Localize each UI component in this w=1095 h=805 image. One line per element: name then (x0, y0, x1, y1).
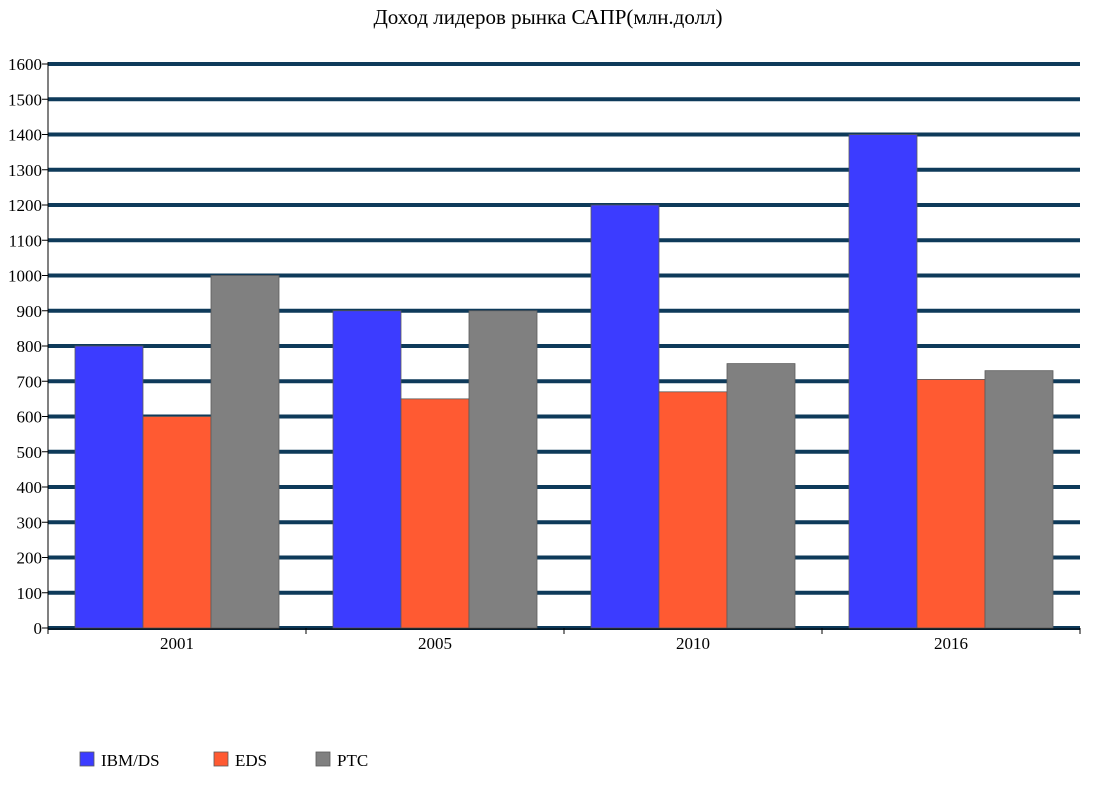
bar-ptc-2010 (726, 363, 796, 629)
y-tick-label: 100 (17, 584, 43, 603)
bar-ptc-2016 (984, 370, 1054, 629)
legend-label: IBM/DS (101, 751, 160, 770)
legend-swatch (79, 751, 95, 767)
y-axis-ticks: 0 100 200 300 400 500 600 700 800 900 1000 1100 1200… (8, 55, 49, 638)
y-tick-label: 400 (17, 478, 43, 497)
y-tick-label: 1100 (9, 231, 42, 250)
bars (74, 134, 1054, 629)
y-tick-label: 1400 (8, 126, 42, 145)
bar-eds-2005 (400, 398, 470, 629)
bar-eds-2010 (658, 391, 728, 629)
y-tick-label: 300 (17, 513, 43, 532)
bar-eds-2016 (916, 379, 986, 629)
bar-ptc-2001 (210, 275, 280, 629)
legend-swatch (213, 751, 229, 767)
y-tick-label: 1600 (8, 55, 42, 74)
y-tick-label: 900 (17, 302, 43, 321)
bar-ptc-2005 (468, 310, 538, 629)
y-tick-label: 1200 (8, 196, 42, 215)
legend-item: EDS (213, 751, 267, 770)
chart-title: Доход лидеров рынка САПР(млн.долл) (373, 5, 722, 29)
x-tick-label: 2001 (160, 634, 194, 653)
y-tick-label: 500 (17, 443, 43, 462)
legend-label: PTC (337, 751, 368, 770)
y-tick-label: 200 (17, 549, 43, 568)
x-tick-label: 2010 (676, 634, 710, 653)
legend-item: PTC (315, 751, 368, 770)
x-tick-label: 2016 (934, 634, 968, 653)
y-tick-label: 1000 (8, 267, 42, 286)
y-tick-label: 1500 (8, 90, 42, 109)
bar-ibm-ds-2005 (332, 310, 402, 629)
legend: IBM/DS EDS PTC (79, 751, 368, 770)
y-tick-label: 600 (17, 408, 43, 427)
y-tick-label: 700 (17, 372, 43, 391)
legend-item: IBM/DS (79, 751, 160, 770)
bar-ibm-ds-2010 (590, 204, 660, 629)
x-axis-ticks: 2001 2005 2010 2016 (47, 628, 1081, 653)
bar-ibm-ds-2016 (848, 134, 918, 629)
x-tick-label: 2005 (418, 634, 452, 653)
y-tick-label: 1300 (8, 161, 42, 180)
bar-eds-2001 (142, 416, 212, 629)
bar-ibm-ds-2001 (74, 345, 144, 629)
y-tick-label: 800 (17, 337, 43, 356)
legend-swatch (315, 751, 331, 767)
legend-label: EDS (235, 751, 267, 770)
y-tick-label: 0 (34, 619, 43, 638)
